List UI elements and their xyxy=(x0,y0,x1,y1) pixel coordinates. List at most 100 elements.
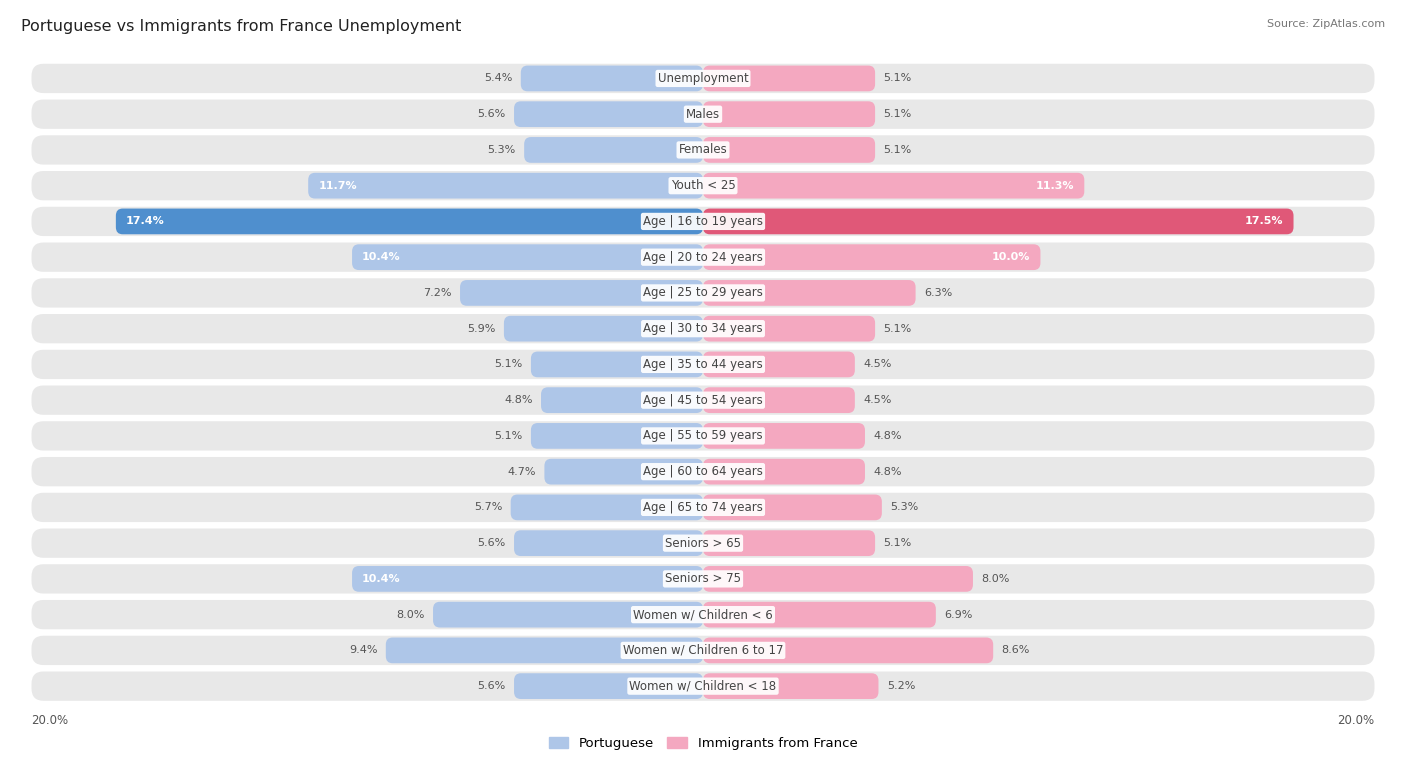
FancyBboxPatch shape xyxy=(515,673,703,699)
FancyBboxPatch shape xyxy=(703,494,882,520)
FancyBboxPatch shape xyxy=(31,528,1375,558)
Text: 5.1%: 5.1% xyxy=(883,538,911,548)
FancyBboxPatch shape xyxy=(703,459,865,484)
FancyBboxPatch shape xyxy=(703,316,875,341)
FancyBboxPatch shape xyxy=(703,388,855,413)
FancyBboxPatch shape xyxy=(31,64,1375,93)
FancyBboxPatch shape xyxy=(703,101,875,127)
Text: 5.6%: 5.6% xyxy=(478,681,506,691)
FancyBboxPatch shape xyxy=(515,531,703,556)
Text: 5.1%: 5.1% xyxy=(883,324,911,334)
FancyBboxPatch shape xyxy=(31,207,1375,236)
FancyBboxPatch shape xyxy=(544,459,703,484)
FancyBboxPatch shape xyxy=(31,636,1375,665)
Text: 20.0%: 20.0% xyxy=(1337,714,1375,727)
Text: Age | 16 to 19 years: Age | 16 to 19 years xyxy=(643,215,763,228)
FancyBboxPatch shape xyxy=(31,314,1375,344)
Text: 10.4%: 10.4% xyxy=(363,252,401,262)
Text: 17.4%: 17.4% xyxy=(127,217,165,226)
FancyBboxPatch shape xyxy=(433,602,703,628)
Text: 8.6%: 8.6% xyxy=(1001,646,1031,656)
FancyBboxPatch shape xyxy=(352,566,703,592)
FancyBboxPatch shape xyxy=(31,600,1375,629)
Text: 6.3%: 6.3% xyxy=(924,288,952,298)
Text: Source: ZipAtlas.com: Source: ZipAtlas.com xyxy=(1267,19,1385,29)
Text: 5.1%: 5.1% xyxy=(883,109,911,119)
FancyBboxPatch shape xyxy=(308,173,703,198)
Text: 5.1%: 5.1% xyxy=(883,145,911,155)
FancyBboxPatch shape xyxy=(541,388,703,413)
Text: 5.2%: 5.2% xyxy=(887,681,915,691)
Text: 5.9%: 5.9% xyxy=(467,324,495,334)
Text: Males: Males xyxy=(686,107,720,120)
Text: 17.5%: 17.5% xyxy=(1244,217,1284,226)
Text: Age | 60 to 64 years: Age | 60 to 64 years xyxy=(643,465,763,478)
Text: 7.2%: 7.2% xyxy=(423,288,451,298)
Text: Age | 25 to 29 years: Age | 25 to 29 years xyxy=(643,286,763,300)
Text: Age | 65 to 74 years: Age | 65 to 74 years xyxy=(643,501,763,514)
Text: 5.1%: 5.1% xyxy=(495,431,523,441)
Text: Women w/ Children 6 to 17: Women w/ Children 6 to 17 xyxy=(623,644,783,657)
Text: 11.7%: 11.7% xyxy=(318,181,357,191)
Text: 4.8%: 4.8% xyxy=(873,466,901,477)
Text: 5.1%: 5.1% xyxy=(883,73,911,83)
FancyBboxPatch shape xyxy=(31,493,1375,522)
FancyBboxPatch shape xyxy=(703,245,1040,270)
FancyBboxPatch shape xyxy=(703,66,875,92)
FancyBboxPatch shape xyxy=(703,173,1084,198)
FancyBboxPatch shape xyxy=(31,457,1375,486)
FancyBboxPatch shape xyxy=(703,531,875,556)
Text: 5.3%: 5.3% xyxy=(488,145,516,155)
Text: Age | 30 to 34 years: Age | 30 to 34 years xyxy=(643,322,763,335)
FancyBboxPatch shape xyxy=(503,316,703,341)
FancyBboxPatch shape xyxy=(703,423,865,449)
Text: Age | 55 to 59 years: Age | 55 to 59 years xyxy=(643,429,763,442)
Text: 4.7%: 4.7% xyxy=(508,466,536,477)
Legend: Portuguese, Immigrants from France: Portuguese, Immigrants from France xyxy=(543,731,863,755)
Text: 5.6%: 5.6% xyxy=(478,538,506,548)
Text: 4.8%: 4.8% xyxy=(505,395,533,405)
Text: 5.1%: 5.1% xyxy=(495,360,523,369)
FancyBboxPatch shape xyxy=(531,351,703,377)
FancyBboxPatch shape xyxy=(703,566,973,592)
FancyBboxPatch shape xyxy=(703,637,993,663)
FancyBboxPatch shape xyxy=(515,101,703,127)
Text: 8.0%: 8.0% xyxy=(396,609,425,620)
FancyBboxPatch shape xyxy=(31,279,1375,307)
FancyBboxPatch shape xyxy=(703,673,879,699)
FancyBboxPatch shape xyxy=(352,245,703,270)
FancyBboxPatch shape xyxy=(115,208,703,235)
Text: 20.0%: 20.0% xyxy=(31,714,69,727)
FancyBboxPatch shape xyxy=(531,423,703,449)
FancyBboxPatch shape xyxy=(31,99,1375,129)
Text: Women w/ Children < 18: Women w/ Children < 18 xyxy=(630,680,776,693)
FancyBboxPatch shape xyxy=(31,671,1375,701)
FancyBboxPatch shape xyxy=(31,242,1375,272)
Text: Unemployment: Unemployment xyxy=(658,72,748,85)
FancyBboxPatch shape xyxy=(31,136,1375,164)
Text: 4.5%: 4.5% xyxy=(863,360,891,369)
Text: Seniors > 75: Seniors > 75 xyxy=(665,572,741,585)
Text: Age | 45 to 54 years: Age | 45 to 54 years xyxy=(643,394,763,407)
FancyBboxPatch shape xyxy=(510,494,703,520)
Text: 5.7%: 5.7% xyxy=(474,503,502,512)
FancyBboxPatch shape xyxy=(31,171,1375,201)
Text: 9.4%: 9.4% xyxy=(349,646,377,656)
FancyBboxPatch shape xyxy=(703,208,1294,235)
FancyBboxPatch shape xyxy=(460,280,703,306)
Text: Youth < 25: Youth < 25 xyxy=(671,179,735,192)
Text: 4.5%: 4.5% xyxy=(863,395,891,405)
Text: Age | 35 to 44 years: Age | 35 to 44 years xyxy=(643,358,763,371)
FancyBboxPatch shape xyxy=(703,602,936,628)
FancyBboxPatch shape xyxy=(385,637,703,663)
Text: Seniors > 65: Seniors > 65 xyxy=(665,537,741,550)
FancyBboxPatch shape xyxy=(31,421,1375,450)
FancyBboxPatch shape xyxy=(703,137,875,163)
Text: 5.6%: 5.6% xyxy=(478,109,506,119)
Text: 8.0%: 8.0% xyxy=(981,574,1010,584)
Text: 11.3%: 11.3% xyxy=(1036,181,1074,191)
FancyBboxPatch shape xyxy=(520,66,703,92)
Text: Age | 20 to 24 years: Age | 20 to 24 years xyxy=(643,251,763,263)
Text: 5.4%: 5.4% xyxy=(484,73,512,83)
Text: 5.3%: 5.3% xyxy=(890,503,918,512)
